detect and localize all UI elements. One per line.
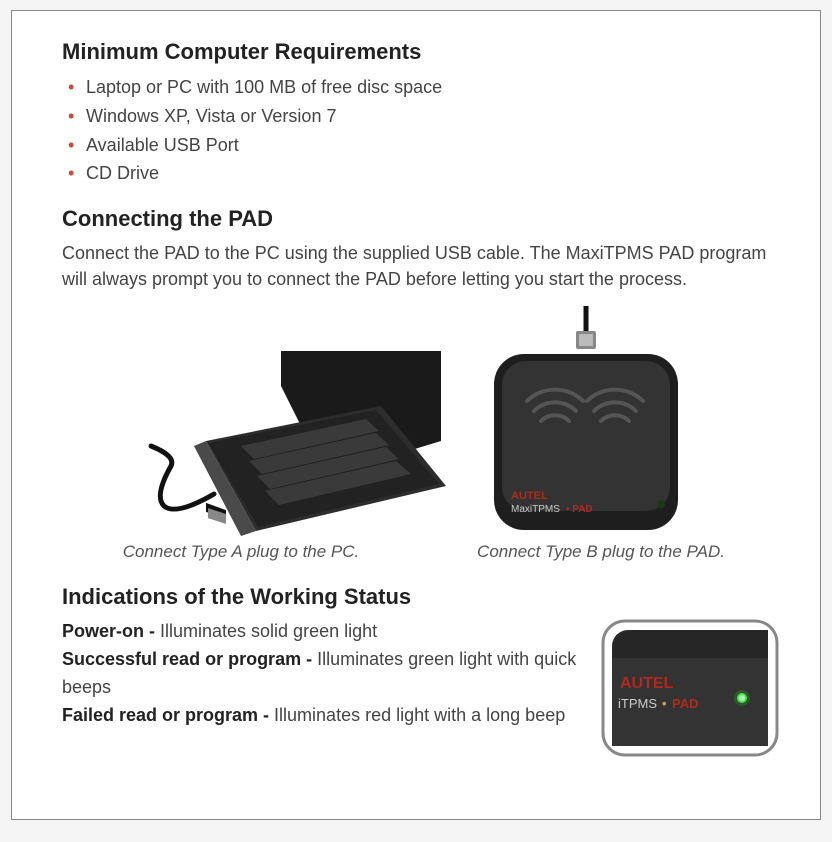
svg-text:•: • bbox=[662, 696, 667, 711]
status-closeup-illustration: AUTEL iTPMS • PAD bbox=[600, 618, 780, 758]
list-item: Windows XP, Vista or Version 7 bbox=[68, 102, 780, 131]
power-text: Illuminates solid green light bbox=[160, 621, 377, 641]
svg-text:• PAD: • PAD bbox=[566, 504, 593, 515]
heading-min-req: Minimum Computer Requirements bbox=[62, 39, 780, 65]
connecting-body: Connect the PAD to the PC using the supp… bbox=[62, 240, 780, 292]
svg-text:MaxiTPMS: MaxiTPMS bbox=[511, 504, 560, 515]
list-item: CD Drive bbox=[68, 159, 780, 188]
fail-label: Failed read or program - bbox=[62, 705, 274, 725]
requirements-list: Laptop or PC with 100 MB of free disc sp… bbox=[68, 73, 780, 188]
success-label: Successful read or program - bbox=[62, 649, 317, 669]
list-item: Laptop or PC with 100 MB of free disc sp… bbox=[68, 73, 780, 102]
power-label: Power-on - bbox=[62, 621, 160, 641]
image-row: AUTEL MaxiTPMS • PAD bbox=[62, 306, 780, 536]
svg-text:AUTEL: AUTEL bbox=[620, 675, 674, 692]
fail-text: Illuminates red light with a long beep bbox=[274, 705, 565, 725]
caption-a: Connect Type A plug to the PC. bbox=[91, 542, 391, 562]
svg-text:PAD: PAD bbox=[672, 696, 698, 711]
caption-b: Connect Type B plug to the PAD. bbox=[451, 542, 751, 562]
list-item: Available USB Port bbox=[68, 131, 780, 160]
status-block: Power-on - Illuminates solid green light… bbox=[62, 618, 780, 758]
heading-status: Indications of the Working Status bbox=[62, 584, 780, 610]
document-page: Minimum Computer Requirements Laptop or … bbox=[11, 10, 821, 820]
heading-connecting: Connecting the PAD bbox=[62, 206, 780, 232]
caption-row: Connect Type A plug to the PC. Connect T… bbox=[62, 542, 780, 562]
brand-text: AUTEL bbox=[511, 490, 548, 502]
status-text: Power-on - Illuminates solid green light… bbox=[62, 618, 580, 730]
svg-text:iTPMS: iTPMS bbox=[618, 696, 657, 711]
pad-illustration: AUTEL MaxiTPMS • PAD bbox=[476, 306, 696, 536]
laptop-illustration bbox=[146, 346, 446, 536]
